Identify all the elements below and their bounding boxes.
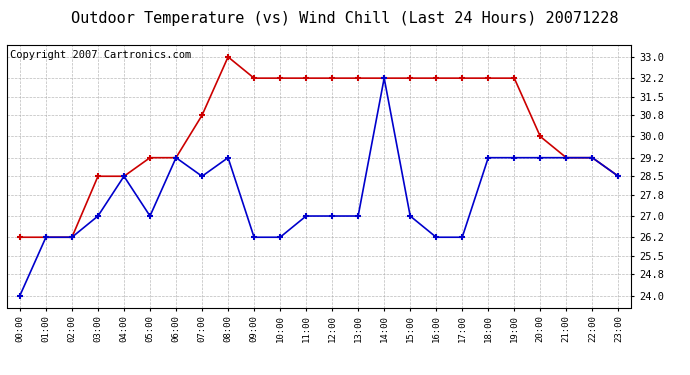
Text: Outdoor Temperature (vs) Wind Chill (Last 24 Hours) 20071228: Outdoor Temperature (vs) Wind Chill (Las… bbox=[71, 11, 619, 26]
Text: Copyright 2007 Cartronics.com: Copyright 2007 Cartronics.com bbox=[10, 50, 191, 60]
